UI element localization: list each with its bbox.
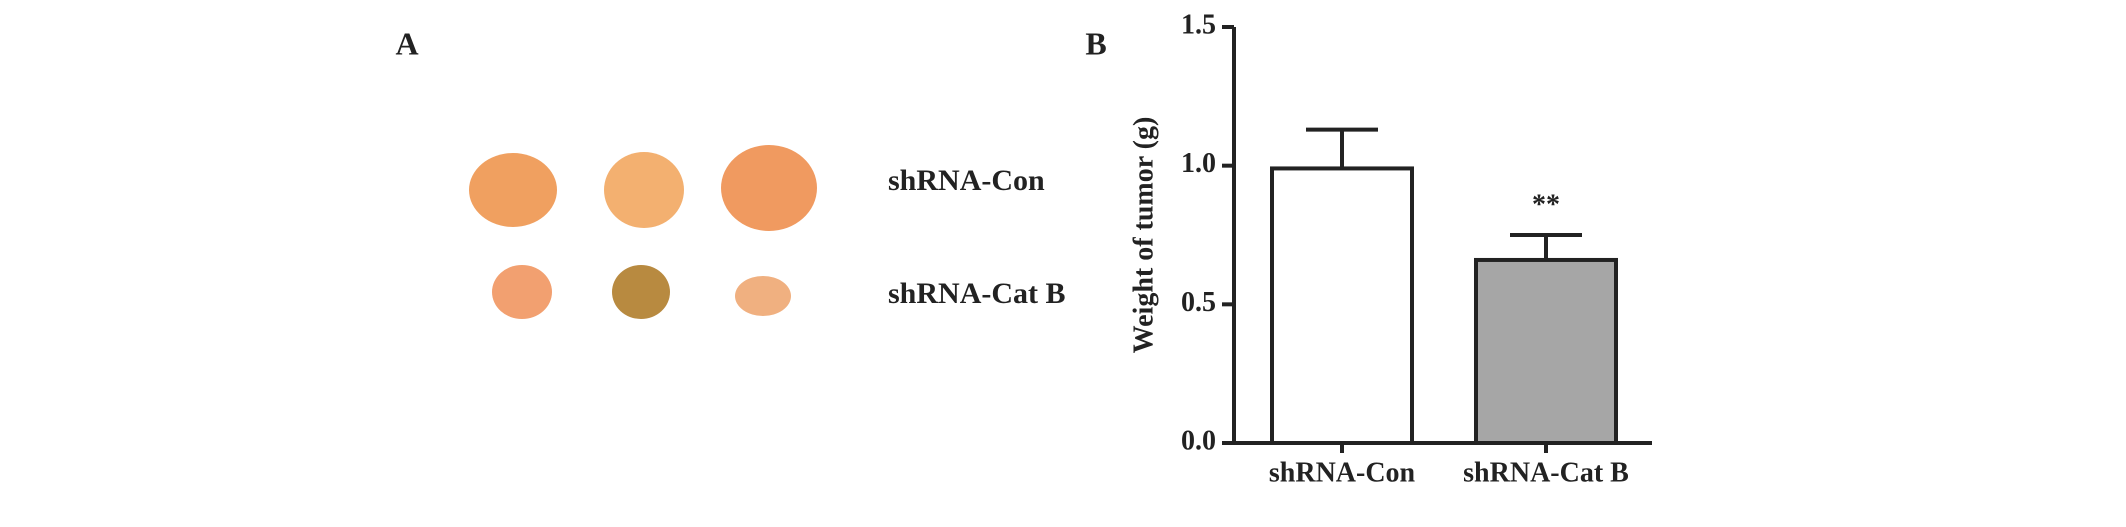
y-tick-label: 1.0 bbox=[1181, 148, 1216, 179]
y-tick-label: 0.0 bbox=[1181, 425, 1216, 456]
annotation: ** bbox=[1532, 189, 1560, 220]
y-tick-label: 1.5 bbox=[1181, 9, 1216, 40]
bar bbox=[1270, 166, 1414, 445]
panel-label: A bbox=[395, 25, 418, 61]
row-label: shRNA-Con bbox=[888, 164, 1045, 197]
tumor-photo bbox=[469, 145, 817, 319]
row-label: shRNA-Cat B bbox=[888, 277, 1066, 310]
panel-label: B bbox=[1085, 25, 1106, 61]
y-axis-label: Weight of tumor (g) bbox=[1128, 117, 1159, 354]
x-tick-label: shRNA-Con bbox=[1269, 457, 1416, 488]
y-tick-label: 0.5 bbox=[1181, 287, 1216, 318]
bar bbox=[1474, 257, 1618, 445]
x-tick-label: shRNA-Cat B bbox=[1463, 457, 1629, 488]
